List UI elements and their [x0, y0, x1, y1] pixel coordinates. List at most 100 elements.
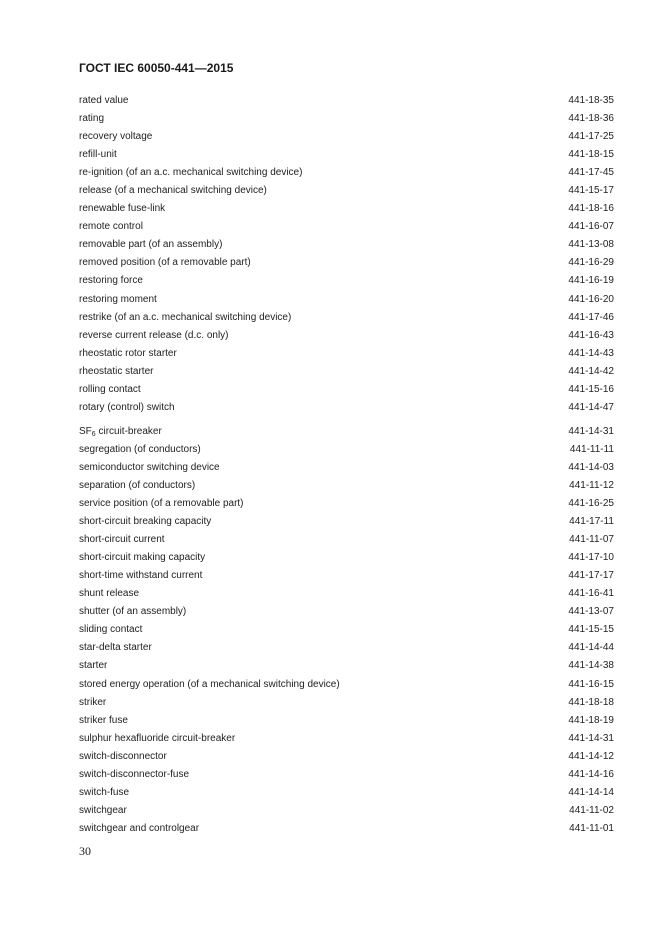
entry-code: 441-15-16 [568, 383, 614, 395]
index-entry: rated value 441-18-35 [79, 94, 614, 112]
index-entry: recovery voltage 441-17-25 [79, 130, 614, 148]
entry-term: segregation (of conductors) [79, 443, 201, 455]
term-text-rest: circuit-breaker [95, 425, 162, 437]
index-entry: rating 441-18-36 [79, 112, 614, 130]
index-entry: re-ignition (of an a.c. mechanical switc… [79, 166, 614, 184]
entry-code: 441-14-42 [568, 365, 614, 377]
entry-term: switchgear [79, 804, 127, 816]
index-entry: star-delta starter 441-14-44 [79, 641, 614, 659]
entry-term: renewable fuse-link [79, 203, 166, 215]
index-entry: striker fuse 441-18-19 [79, 714, 614, 732]
entry-code: 441-16-29 [568, 257, 614, 269]
index-entry: switch-fuse 441-14-14 [79, 786, 614, 804]
index-entry: reverse current release (d.c. only) 441-1… [79, 329, 614, 347]
entry-term: rheostatic starter [79, 365, 154, 377]
entry-term: short-circuit breaking capacity [79, 516, 212, 528]
entry-code: 441-14-03 [568, 461, 614, 473]
index-entry: stored energy operation (of a mechanical… [79, 678, 614, 696]
entry-term: switch-fuse [79, 786, 130, 798]
index-entry: switch-disconnector-fuse 441-14-16 [79, 768, 614, 786]
entry-code: 441-14-14 [568, 786, 614, 798]
entry-term: short-circuit making capacity [79, 552, 206, 564]
entry-code: 441-14-31 [568, 425, 614, 437]
entry-code: 441-15-17 [568, 185, 614, 197]
entry-term: removed position (of a removable part) [79, 257, 251, 269]
index-entry: removed position (of a removable part) 44… [79, 256, 614, 274]
index-entry: rolling contact 441-15-16 [79, 383, 614, 401]
entry-term: recovery voltage [79, 131, 153, 143]
entry-code: 441-17-17 [568, 570, 614, 582]
entry-code: 441-11-01 [569, 822, 614, 834]
entry-term: rheostatic rotor starter [79, 347, 177, 359]
entry-code: 441-16-15 [568, 678, 614, 690]
entry-term: removable part (of an assembly) [79, 239, 223, 251]
entry-term: starter [79, 660, 108, 672]
entry-code: 441-17-45 [568, 167, 614, 179]
entry-term: rating [79, 113, 105, 125]
index-entry: short-circuit breaking capacity 441-17-11 [79, 515, 614, 533]
entry-code: 441-17-25 [568, 131, 614, 143]
entry-term: separation (of conductors) [79, 479, 196, 491]
index-entry: service position (of a removable part) 44… [79, 497, 614, 515]
index-entry: short-circuit making capacity 441-17-10 [79, 551, 614, 569]
entry-code: 441-11-02 [569, 804, 614, 816]
index-entry: switchgear and controlgear 441-11-01 [79, 822, 614, 840]
entry-code: 441-15-15 [568, 624, 614, 636]
entry-term: rated value [79, 95, 129, 106]
index-entry: rheostatic rotor starter 441-14-43 [79, 347, 614, 365]
index-entry: starter 441-14-38 [79, 659, 614, 677]
entry-term: remote control [79, 221, 143, 233]
page-number: 30 [79, 844, 91, 858]
entry-term: stored energy operation (of a mechanical… [79, 678, 340, 690]
entry-term: restoring force [79, 275, 143, 287]
entry-term: restoring moment [79, 293, 157, 305]
entry-term: striker fuse [79, 714, 128, 726]
term-text: SF [79, 425, 92, 437]
entry-code: 441-18-36 [568, 113, 614, 125]
entry-code: 441-14-47 [568, 401, 614, 413]
index-entry: refill-unit 441-18-15 [79, 148, 614, 166]
entry-code: 441-17-46 [568, 311, 614, 323]
index-entry: switchgear 441-11-02 [79, 804, 614, 822]
entry-code: 441-17-11 [569, 516, 614, 528]
entry-term: rolling contact [79, 383, 141, 395]
entry-code: 441-13-08 [568, 239, 614, 251]
index-entry: sulphur hexafluoride circuit-breaker 441-… [79, 732, 614, 750]
entry-term: sulphur hexafluoride circuit-breaker [79, 732, 236, 744]
index-entry: removable part (of an assembly) 441-13-08 [79, 238, 614, 256]
entry-code: 441-17-10 [568, 552, 614, 564]
entry-code: 441-18-35 [568, 95, 614, 106]
entry-code: 441-14-31 [568, 732, 614, 744]
entry-term: SF6 circuit-breaker [79, 425, 162, 443]
entry-term: switchgear and controlgear [79, 822, 200, 834]
entry-term: service position (of a removable part) [79, 498, 244, 510]
index-list: rated value 441-18-35 rating 441-18-36 recov… [79, 94, 614, 840]
entry-term: short-circuit current [79, 534, 165, 546]
index-entry: remote control 441-16-07 [79, 220, 614, 238]
entry-code: 441-18-19 [568, 714, 614, 726]
index-entry: rheostatic starter 441-14-42 [79, 365, 614, 383]
entry-term: semiconductor switching device [79, 461, 220, 473]
entry-code: 441-18-18 [568, 696, 614, 708]
entry-term: star-delta starter [79, 642, 152, 654]
entry-code: 441-11-12 [569, 479, 614, 491]
entry-term: short-time withstand current [79, 570, 203, 582]
index-entry: restoring moment 441-16-20 [79, 293, 614, 311]
term-subscript: 6 [91, 430, 96, 438]
entry-term: switch-disconnector-fuse [79, 768, 190, 780]
entry-term: release (of a mechanical switching devic… [79, 185, 267, 197]
entry-code: 441-16-41 [568, 588, 614, 600]
entry-code: 441-18-15 [568, 149, 614, 161]
index-entry: restrike (of an a.c. mechanical switchin… [79, 311, 614, 329]
entry-code: 441-16-07 [568, 221, 614, 233]
entry-code: 441-14-43 [568, 347, 614, 359]
index-entry: SF6 circuit-breaker 441-14-31 [79, 425, 614, 443]
index-entry: renewable fuse-link 441-18-16 [79, 202, 614, 220]
index-entry: shutter (of an assembly) 441-13-07 [79, 605, 614, 623]
index-entry: semiconductor switching device 441-14-03 [79, 461, 614, 479]
entry-term: rotary (control) switch [79, 401, 175, 413]
entry-code: 441-11-07 [569, 534, 614, 546]
entry-term: shunt release [79, 588, 140, 600]
entry-term: striker [79, 696, 107, 708]
entry-code: 441-16-19 [568, 275, 614, 287]
